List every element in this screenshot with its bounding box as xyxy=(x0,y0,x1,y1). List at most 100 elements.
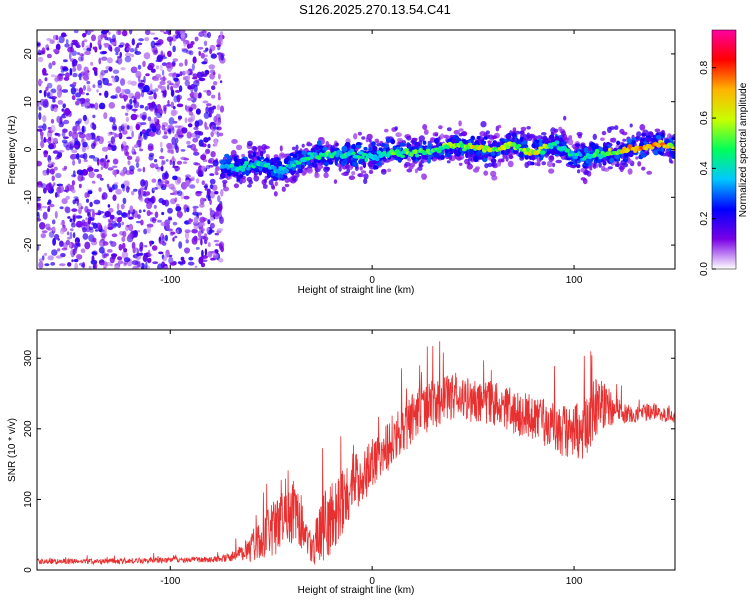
noise-blob xyxy=(191,176,195,179)
ridge-halo xyxy=(357,173,364,178)
noise-blob xyxy=(128,216,134,220)
noise-blob xyxy=(167,128,172,135)
noise-blob xyxy=(191,63,195,71)
noise-blob xyxy=(148,154,154,161)
y-tick-label: 300 xyxy=(23,349,34,366)
ridge-core xyxy=(643,141,648,146)
colorbar-gradient xyxy=(711,29,737,270)
noise-blob xyxy=(160,165,164,172)
ridge-core xyxy=(267,174,271,178)
noise-blob xyxy=(133,151,137,155)
noise-blob xyxy=(39,131,44,137)
noise-blob xyxy=(198,50,201,57)
noise-blob xyxy=(125,224,130,232)
noise-blob xyxy=(122,230,127,238)
noise-blob xyxy=(88,155,96,159)
noise-blob xyxy=(151,245,158,251)
noise-blob xyxy=(84,241,91,250)
ridge-halo xyxy=(387,168,392,173)
noise-blob xyxy=(178,241,183,249)
noise-blob xyxy=(166,84,170,91)
noise-blob xyxy=(171,61,176,66)
ridge-peak xyxy=(356,155,362,159)
noise-blob xyxy=(51,249,58,256)
ridge-core xyxy=(300,164,305,170)
ridge-halo xyxy=(580,168,586,173)
ridge-peak xyxy=(510,142,517,147)
noise-blob xyxy=(136,249,139,254)
noise-blob xyxy=(201,180,205,185)
noise-blob xyxy=(136,252,142,257)
ridge-core xyxy=(539,156,544,161)
ridge-halo xyxy=(668,157,673,164)
ridge-halo xyxy=(635,156,639,160)
noise-blob xyxy=(170,198,177,205)
noise-blob xyxy=(80,206,84,210)
noise-blob xyxy=(164,219,169,227)
noise-blob xyxy=(121,251,129,259)
noise-blob xyxy=(137,261,141,268)
ridge-core xyxy=(261,167,268,174)
noise-blob xyxy=(210,151,216,158)
noise-blob xyxy=(58,150,65,153)
ridge-halo xyxy=(616,161,620,167)
noise-blob xyxy=(59,206,64,210)
ridge-halo xyxy=(279,145,283,152)
noise-blob xyxy=(209,48,213,55)
noise-blob xyxy=(172,83,180,89)
ridge-halo xyxy=(492,135,497,139)
noise-blob xyxy=(113,132,118,139)
noise-blob xyxy=(197,46,204,50)
x-tick-label: 100 xyxy=(566,576,583,587)
noise-blob xyxy=(103,160,109,169)
ridge-core xyxy=(239,173,244,179)
noise-blob xyxy=(147,116,152,122)
ridge-core xyxy=(292,153,298,158)
ridge-core xyxy=(474,140,480,146)
ridge-halo xyxy=(262,184,268,189)
noise-blob xyxy=(98,92,102,96)
ridge-halo xyxy=(509,154,513,160)
noise-blob xyxy=(162,160,166,165)
ridge-halo xyxy=(526,126,531,130)
noise-blob xyxy=(120,67,126,71)
noise-blob xyxy=(43,90,47,98)
noise-blob xyxy=(195,178,200,184)
ridge-core xyxy=(483,136,488,140)
ridge-core xyxy=(258,170,263,176)
noise-blob xyxy=(188,256,194,261)
noise-blob xyxy=(162,135,169,140)
noise-blob xyxy=(91,255,95,263)
noise-blob xyxy=(217,195,221,203)
noise-blob xyxy=(172,237,175,242)
ridge-halo xyxy=(411,137,418,141)
noise-blob xyxy=(85,103,90,107)
noise-blob xyxy=(37,203,42,211)
frequency-ridge xyxy=(219,115,675,197)
noise-blob xyxy=(64,43,70,48)
noise-blob xyxy=(53,182,56,186)
noise-blob xyxy=(98,102,106,110)
noise-blob xyxy=(67,46,74,53)
noise-blob xyxy=(112,165,118,169)
noise-blob xyxy=(144,30,151,35)
x-tick-label: 100 xyxy=(566,275,583,286)
noise-blob xyxy=(143,209,146,212)
noise-blob xyxy=(71,180,75,186)
noise-blob xyxy=(121,236,126,242)
noise-blob xyxy=(57,238,60,241)
noise-blob xyxy=(153,116,158,123)
ridge-halo xyxy=(536,135,543,140)
ridge-peak xyxy=(412,149,419,155)
ridge-halo xyxy=(423,129,429,135)
ridge-core xyxy=(285,157,289,161)
ridge-core xyxy=(641,132,647,137)
ridge-halo xyxy=(601,165,606,172)
noise-blob xyxy=(46,227,53,231)
ridge-core xyxy=(237,158,242,163)
noise-blob xyxy=(149,163,156,169)
noise-blob xyxy=(81,169,89,176)
noise-blob xyxy=(90,61,94,66)
x-tick-label: 0 xyxy=(369,275,375,286)
noise-blob xyxy=(54,233,60,240)
